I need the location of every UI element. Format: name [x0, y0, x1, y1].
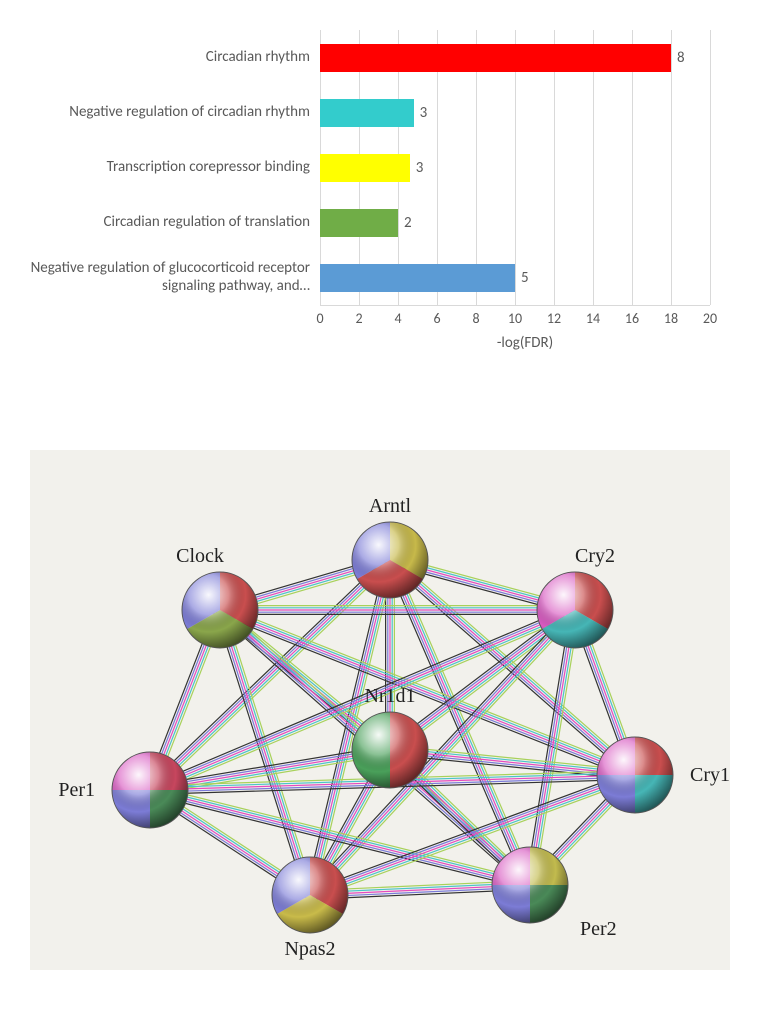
network-diagram: Arntl Clock Cry2 Per1 Nr1d1 Cry1 Npas2 Per2: [30, 450, 730, 970]
node-npas2: Npas2: [272, 857, 348, 960]
node-label: Cry1: [690, 764, 730, 786]
node-clock: Clock: [176, 545, 258, 648]
bar-value-label: 3: [420, 104, 428, 122]
edge: [312, 779, 637, 899]
node-per1: Per1: [58, 752, 188, 828]
node-cry1: Cry1: [597, 737, 730, 813]
bar-label: Transcription corepressor binding: [30, 159, 320, 176]
x-axis-title: -log(FDR): [320, 334, 730, 352]
node-label: Per1: [58, 779, 95, 801]
page: Circadian rhythm8Negative regulation of …: [0, 0, 760, 1010]
node-label: Clock: [176, 545, 224, 567]
x-tick: 16: [625, 310, 639, 327]
gridline: [710, 30, 711, 305]
node-cry2: Cry2: [537, 545, 615, 648]
bar-chart: Circadian rhythm8Negative regulation of …: [30, 20, 730, 420]
x-tick: 18: [664, 310, 678, 327]
bar-label: Negative regulation of circadian rhythm: [30, 104, 320, 121]
bar-value-label: 5: [521, 269, 529, 287]
bar: 2: [320, 209, 398, 237]
bar: 3: [320, 99, 414, 127]
x-tick: 12: [547, 310, 561, 327]
bar: 8: [320, 44, 671, 72]
bar-value-label: 2: [404, 214, 412, 232]
x-tick: 2: [355, 310, 362, 327]
bar-plot: 2: [320, 209, 710, 237]
node-label: Nr1d1: [364, 685, 415, 707]
x-tick: 14: [586, 310, 600, 327]
x-tick: 20: [703, 310, 717, 327]
node-label: Npas2: [284, 938, 335, 960]
node-nr1d1: Nr1d1: [352, 685, 428, 788]
bar-chart-rows: Circadian rhythm8Negative regulation of …: [30, 20, 730, 305]
bar-value-label: 3: [416, 159, 424, 177]
bar-label: Circadian regulation of translation: [30, 214, 320, 231]
bar-label: Circadian rhythm: [30, 49, 320, 66]
bar-plot: 5: [320, 264, 710, 292]
x-tick: 6: [433, 310, 440, 327]
node-label: Arntl: [369, 495, 412, 517]
bar: 5: [320, 264, 515, 292]
edge: [310, 775, 635, 895]
node-label: Per2: [580, 918, 617, 940]
bar-plot: 8: [320, 44, 710, 72]
network-svg: Arntl Clock Cry2 Per1 Nr1d1 Cry1 Npas2 Per2: [30, 450, 730, 970]
x-tick: 8: [472, 310, 479, 327]
x-axis: 02468101214161820: [320, 305, 710, 330]
x-tick: 4: [394, 310, 401, 327]
nodes-layer: Arntl Clock Cry2 Per1 Nr1d1 Cry1 Npas2 Per2: [58, 495, 730, 960]
node-label: Cry2: [575, 545, 615, 567]
x-tick: 10: [508, 310, 522, 327]
bar-value-label: 8: [677, 49, 685, 67]
bar: 3: [320, 154, 410, 182]
bar-chart-axis: 02468101214161820 -log(FDR): [320, 305, 730, 352]
node-arntl: Arntl: [352, 495, 428, 598]
node-per2: Per2: [492, 847, 617, 940]
bar-plot: 3: [320, 154, 710, 182]
bar-label: Negative regulation of glucocorticoid re…: [30, 260, 320, 295]
x-tick: 0: [316, 310, 323, 327]
bar-plot: 3: [320, 99, 710, 127]
